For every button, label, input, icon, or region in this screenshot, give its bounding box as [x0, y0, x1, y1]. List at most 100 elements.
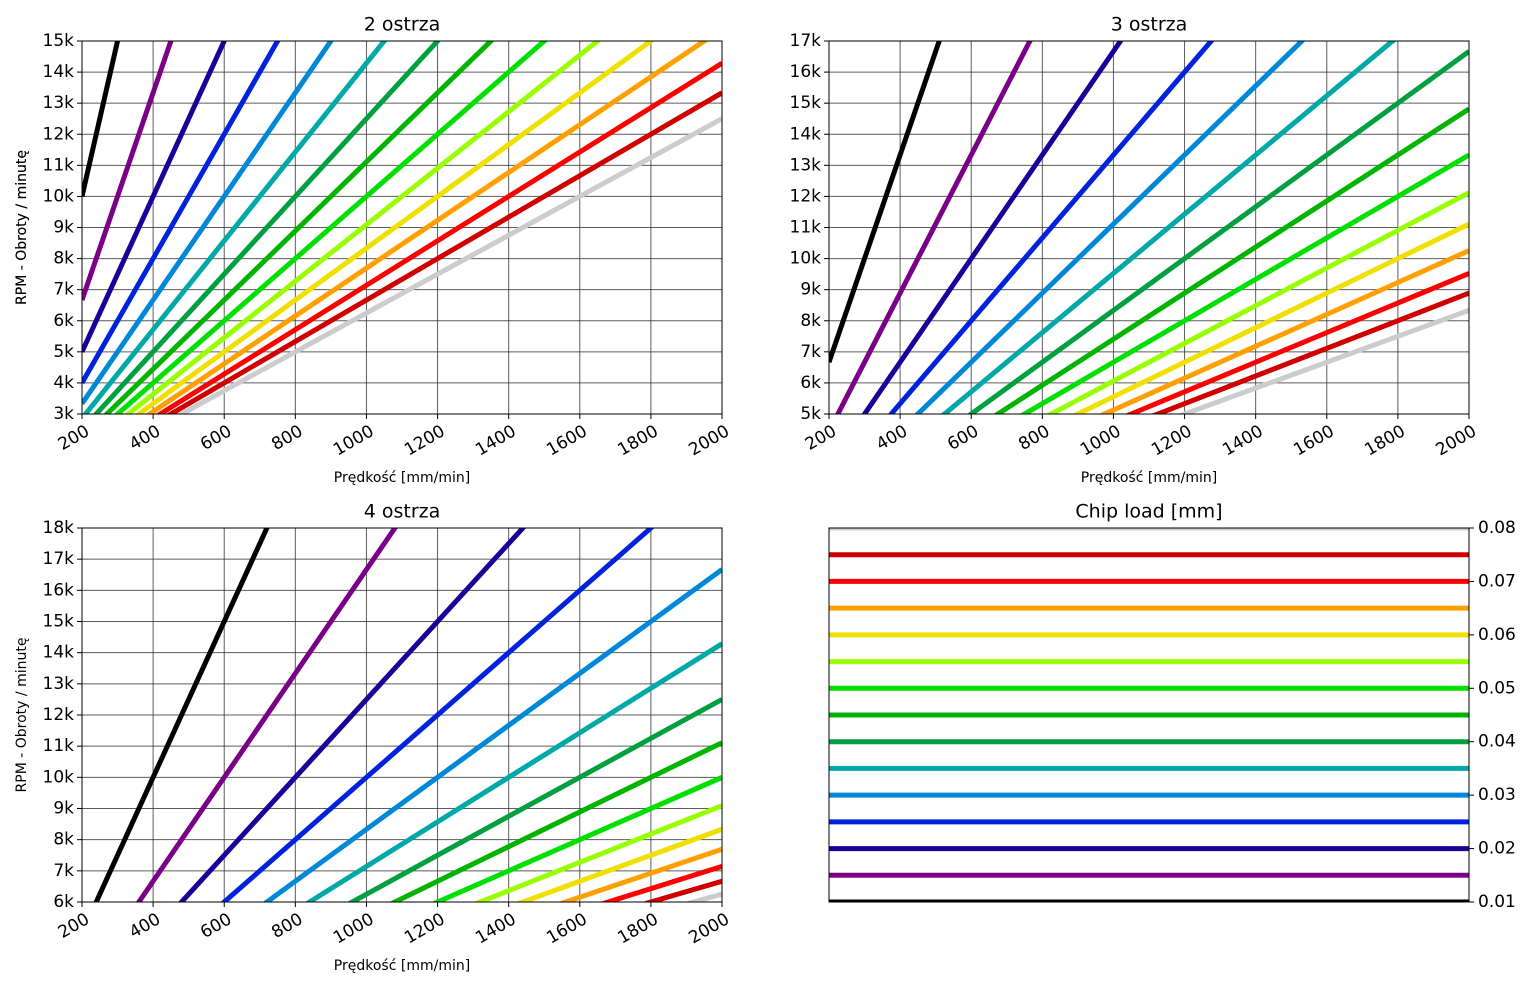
y-tick-label: 14k	[790, 124, 822, 144]
plot-area	[829, 528, 1469, 902]
y-axis-label: RPM - Obroty / minutę	[14, 638, 30, 793]
x-tick-label: 1800	[614, 909, 661, 948]
y-tick-label: 10k	[43, 186, 75, 206]
x-tick-label: 600	[944, 421, 982, 455]
y-tick-label: 12k	[790, 186, 822, 206]
y-tick-label: 13k	[43, 93, 75, 113]
y-tick-label: 13k	[43, 674, 75, 694]
x-tick-label: 1800	[1361, 421, 1408, 460]
series-line	[599, 863, 722, 902]
y-tick-label: 7k	[53, 861, 74, 881]
series-line	[887, 41, 1215, 414]
y-tick-label: 10k	[43, 767, 75, 787]
axes-frame	[828, 40, 1470, 415]
y-tick-label: 7k	[53, 280, 74, 300]
x-tick-label: 2000	[686, 421, 733, 460]
plot-area	[829, 41, 1469, 414]
series-line	[82, 41, 227, 353]
series-line	[124, 41, 602, 414]
series-line	[861, 41, 1124, 414]
series-line	[178, 528, 527, 902]
x-tick-label: 800	[1015, 421, 1053, 455]
series-line	[1124, 271, 1469, 414]
series-line	[1019, 152, 1469, 414]
series-line	[473, 803, 722, 902]
x-tick-label: 800	[268, 421, 306, 455]
y-tick-label: 6k	[53, 892, 74, 912]
x-tick-label: 2000	[1433, 421, 1480, 460]
series-line	[389, 740, 722, 902]
series-line	[262, 567, 722, 902]
y-axis-label: RPM - Obroty / minutę	[14, 150, 30, 305]
y-tick-label: 18k	[43, 518, 75, 538]
y-tick-label: 16k	[790, 62, 822, 82]
y-tick-label: 8k	[800, 311, 821, 331]
series-line	[113, 41, 549, 414]
series-line	[1177, 308, 1469, 414]
plot-area	[93, 528, 722, 902]
subplot: 2 ostrza 3k 4k 5k 6k 7k 8k 9k 10k 11k 12k 13k 14k 15k…	[14, 14, 733, 487]
x-tick-label: 1000	[330, 909, 377, 948]
series-line	[304, 641, 722, 902]
subplot-title: Chip load [mm]	[1075, 501, 1222, 523]
axes-frame	[828, 527, 1470, 903]
x-axis-label: Prędkość [mm/min]	[334, 470, 470, 486]
y-tick-label: 0.02	[1478, 839, 1516, 859]
y-axis-label: RPM - Obroty / minutę	[14, 150, 30, 305]
series-line	[176, 116, 722, 414]
y-tick-label: 14k	[43, 62, 75, 82]
series-line	[1150, 290, 1469, 414]
y-tick-label: 5k	[53, 342, 74, 362]
x-tick-label: 200	[55, 909, 93, 943]
y-tick-label: 0.04	[1478, 732, 1516, 752]
y-tick-label: 5k	[800, 404, 821, 424]
y-tick-label: 15k	[790, 93, 822, 113]
series-line	[1072, 221, 1469, 414]
series-line	[914, 41, 1306, 414]
y-tick-label: 0.06	[1478, 625, 1516, 645]
x-tick-label: 1800	[614, 421, 661, 460]
x-tick-label: 1400	[472, 909, 519, 948]
x-tick-label: 1600	[543, 421, 590, 460]
y-tick-label: 8k	[53, 830, 74, 850]
x-tick-label: 1200	[401, 421, 448, 460]
y-tick-label: 0.03	[1478, 785, 1516, 805]
series-line	[1098, 248, 1469, 414]
y-tick-label: 9k	[53, 799, 74, 819]
subplot-title: 2 ostrza	[364, 14, 441, 36]
y-tick-label: 0.05	[1478, 678, 1516, 698]
subplot-title: 3 ostrza	[1111, 14, 1188, 36]
series-line	[155, 61, 722, 414]
y-tick-label: 17k	[43, 549, 75, 569]
x-tick-label: 200	[802, 421, 840, 455]
x-tick-label: 2000	[686, 909, 733, 948]
y-tick-label: 0.07	[1478, 571, 1516, 591]
y-tick-label: 15k	[43, 31, 75, 51]
series-line	[347, 697, 722, 902]
y-tick-label: 12k	[43, 705, 75, 725]
y-tick-label: 13k	[790, 155, 822, 175]
x-tick-label: 800	[268, 909, 306, 943]
series-line	[82, 41, 334, 406]
subplot: 3 ostrza 5k 6k 7k 8k 9k 10k 11k 12k 13k 14k 15k 16k 1…	[14, 14, 1480, 487]
y-tick-label: 15k	[43, 612, 75, 632]
series-line	[557, 846, 722, 902]
y-tick-label: 0.01	[1478, 892, 1516, 912]
subplot-title: 4 ostrza	[364, 501, 441, 523]
series-line	[835, 41, 1033, 414]
x-tick-label: 1000	[330, 421, 377, 460]
subplot: 4 ostrza 6k 7k 8k 9k 10k 11k 12k 13k 14k 15k 16k 17k…	[14, 501, 733, 975]
series-line	[515, 826, 722, 902]
y-tick-label: 12k	[43, 124, 75, 144]
y-tick-label: 6k	[53, 311, 74, 331]
series-line	[165, 90, 722, 414]
series-line	[92, 41, 441, 414]
series-line	[1045, 190, 1469, 414]
x-tick-label: 400	[873, 421, 911, 455]
y-tick-label: 16k	[43, 580, 75, 600]
axes-frame	[81, 527, 723, 903]
series-line	[940, 41, 1397, 414]
series-line	[82, 41, 388, 414]
series-line	[82, 41, 281, 385]
